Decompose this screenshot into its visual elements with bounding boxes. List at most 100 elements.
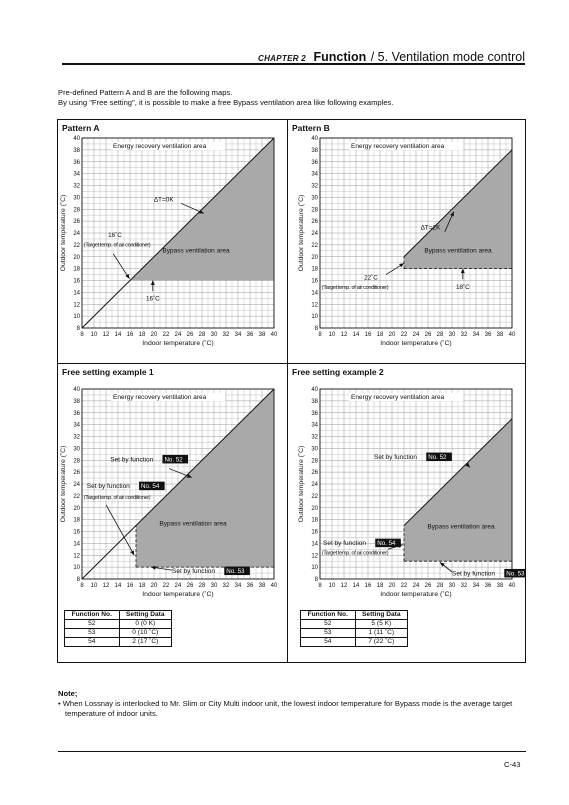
x-tick-label: 22 (163, 583, 170, 589)
y-tick-label: 22 (311, 243, 318, 249)
x-tick-label: 24 (175, 332, 182, 338)
y-axis-title: Outdoor temperature (˚C) (297, 446, 305, 523)
x-tick-label: 40 (271, 332, 278, 338)
y-tick-label: 20 (311, 506, 318, 512)
x-tick-label: 22 (163, 332, 170, 338)
x-tick-label: 34 (235, 332, 242, 338)
bypass-area (136, 389, 274, 568)
target-temp-note: (Target temp. of air conditioner) (322, 551, 389, 557)
x-tick-label: 28 (437, 583, 444, 589)
function-52-label: Set by function (374, 454, 417, 461)
y-tick-label: 26 (73, 219, 80, 225)
table-row: 53 1 (11 ˚C) (300, 628, 409, 638)
callout-line (105, 504, 135, 556)
y-tick-label: 18 (73, 518, 80, 524)
x-tick-label: 38 (259, 332, 266, 338)
target-temp-note: (Target temp. of air conditioner) (322, 285, 389, 291)
erv-area-label: Energy recovery ventilation area (351, 143, 445, 150)
y-tick-label: 16 (73, 279, 80, 285)
y-tick-label: 20 (73, 255, 80, 261)
function-53-tag: No. 53 (506, 570, 525, 577)
table-cell: 0 (10 ˚C) (118, 628, 173, 638)
table-cell: 53 (300, 628, 356, 638)
y-tick-label: 28 (73, 207, 80, 213)
x-tick-label: 30 (211, 583, 218, 589)
x-tick-label: 12 (341, 583, 348, 589)
target-temp-label: 22˚C (364, 273, 378, 281)
x-tick-label: 8 (318, 583, 322, 589)
function-52-tag-bg (426, 452, 452, 462)
x-tick-label: 14 (115, 332, 122, 338)
y-tick-label: 26 (311, 219, 318, 225)
chapter-header: CHAPTER 2 Function / 5. Ventilation mode… (70, 48, 525, 66)
x-tick-label: 10 (329, 332, 336, 338)
function-54-label: Set by function (87, 483, 130, 490)
x-tick-label: 12 (341, 332, 348, 338)
y-tick-label: 32 (311, 184, 318, 190)
y-tick-label: 18 (73, 267, 80, 273)
y-axis-title: Outdoor temperature (˚C) (59, 446, 67, 523)
table-header: Function No. (300, 610, 356, 620)
page-number: C-43 (504, 760, 521, 769)
intro-line-2: By using "Free setting", it is possible … (58, 98, 394, 107)
x-tick-label: 32 (223, 332, 230, 338)
x-tick-label: 30 (449, 332, 456, 338)
x-tick-label: 36 (247, 332, 254, 338)
x-tick-label: 18 (377, 583, 384, 589)
arrow-head (397, 544, 403, 548)
x-tick-label: 22 (401, 332, 408, 338)
y-tick-label: 14 (311, 541, 318, 547)
function-53-tag: No. 53 (226, 568, 245, 575)
x-tick-label: 8 (80, 332, 84, 338)
y-tick-label: 20 (311, 255, 318, 261)
function-53-tag-bg (504, 568, 525, 578)
arrow-head (465, 462, 470, 468)
temperature-chart: 8 10 12 14 16 18 20 22 24 26 28 30 32 34 36 38 40 8 10 12 14… (59, 136, 278, 347)
x-tick-label: 40 (509, 583, 516, 589)
x-tick-label: 34 (235, 583, 242, 589)
y-tick-label: 30 (73, 195, 80, 201)
arrow-head (151, 565, 156, 570)
x-tick-label: 38 (497, 332, 504, 338)
boundary-line (81, 137, 275, 329)
x-tick-label: 36 (485, 332, 492, 338)
y-tick-label: 12 (73, 302, 80, 308)
function-52-tag: No. 52 (164, 456, 183, 463)
pattern-b-panel: Pattern B 8 10 12 14 16 18 20 22 24 26 28 30 32 34 36 3… (287, 119, 526, 364)
x-tick-label: 10 (329, 583, 336, 589)
x-tick-label: 32 (461, 332, 468, 338)
x-tick-label: 16 (365, 583, 372, 589)
y-tick-label: 10 (311, 314, 318, 320)
x-tick-label: 28 (437, 332, 444, 338)
y-tick-label: 38 (73, 399, 80, 405)
y-tick-label: 10 (73, 314, 80, 320)
function-54-tag-bg (139, 481, 165, 491)
y-tick-label: 28 (311, 207, 318, 213)
table-row: 52 5 (5 K) (300, 619, 409, 629)
y-tick-label: 32 (73, 435, 80, 441)
y-tick-label: 32 (73, 184, 80, 190)
y-axis-title: Outdoor temperature (˚C) (297, 195, 305, 272)
y-tick-label: 12 (311, 553, 318, 559)
y-tick-label: 32 (311, 435, 318, 441)
y-tick-label: 38 (311, 148, 318, 154)
x-tick-label: 24 (413, 583, 420, 589)
x-tick-label: 32 (223, 583, 230, 589)
panel-title: Free setting example 1 (62, 367, 154, 377)
y-tick-label: 40 (73, 136, 80, 142)
x-axis-title: Indoor temperature (˚C) (142, 339, 213, 347)
x-tick-label: 28 (199, 583, 206, 589)
free-setting-1-panel: Free setting example 1 8 10 12 14 16 18 20 22 24… (57, 363, 288, 663)
arrow-head (399, 263, 404, 268)
y-tick-label: 18 (311, 518, 318, 524)
function-54-label: Set by function (323, 540, 366, 547)
x-tick-label: 20 (151, 332, 158, 338)
bypass-area-label: Bypass ventilation area (159, 521, 227, 528)
x-tick-label: 18 (139, 332, 146, 338)
arrow-head (450, 211, 454, 217)
table-cell: 5 (5 K) (354, 619, 409, 629)
x-tick-label: 34 (473, 583, 480, 589)
function-52-tag: No. 52 (428, 454, 447, 461)
table-cell: 54 (64, 637, 120, 647)
erv-label-bg (111, 142, 226, 151)
